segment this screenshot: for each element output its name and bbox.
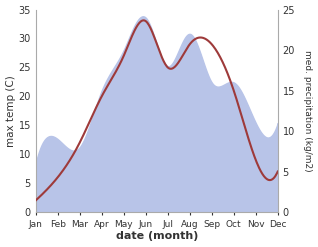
Y-axis label: med. precipitation (kg/m2): med. precipitation (kg/m2) <box>303 50 313 172</box>
Y-axis label: max temp (C): max temp (C) <box>5 75 16 147</box>
X-axis label: date (month): date (month) <box>115 231 198 242</box>
